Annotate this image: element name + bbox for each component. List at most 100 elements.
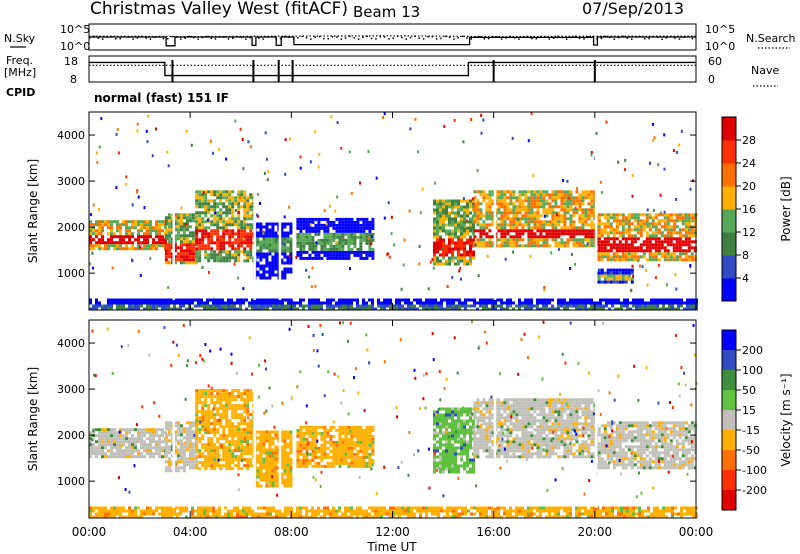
heat-cell [317,253,321,257]
heat-cell [198,241,202,245]
noise-dot [236,35,238,38]
heat-cell [234,220,238,224]
heat-cell [627,237,631,241]
heat-cell [280,228,284,232]
heat-cell [527,301,530,305]
heat-cell [251,298,254,302]
heat-cell [575,226,579,230]
heat-cell [512,241,516,245]
heat-cell [651,219,655,223]
heat-cell [600,274,604,278]
heat-cell [433,229,436,233]
heat-cell [451,217,454,221]
heat-cell [365,232,369,236]
heat-speck [175,214,178,218]
heat-speck [617,160,620,164]
heat-cell [485,202,489,206]
heat-cell [287,304,290,308]
heat-cell [176,298,179,302]
heat-cell [491,244,495,248]
heat-cell [479,208,483,212]
heat-cell [234,223,238,227]
heat-cell [289,255,293,259]
heat-cell [125,307,128,311]
heat-cell [116,440,119,444]
heat-speck [649,161,651,165]
heat-cell [143,220,146,224]
heat-cell [575,211,579,215]
heat-cell [335,229,339,233]
heat-cell [530,211,534,215]
heat-cell [521,193,525,197]
heat-cell [648,237,652,241]
heat-cell [548,205,552,209]
heat-cell [280,249,284,253]
heat-cell [692,301,695,305]
heat-cell [320,449,324,453]
heat-cell [234,398,238,402]
heat-cell [185,298,188,302]
heat-cell [612,231,616,235]
heat-cell [329,223,333,227]
heat-cell [280,237,284,241]
heat-cell [296,301,299,305]
freq-panel-frame [88,55,697,83]
heat-cell [563,196,567,200]
heat-speck [370,235,373,239]
heat-cell [176,460,180,464]
heat-cell [207,458,211,462]
heat-cell [204,431,208,435]
heat-cell [620,307,623,311]
heat-cell [228,443,232,447]
heat-cell [536,208,540,212]
heat-cell [500,202,504,206]
heat-cell [173,243,177,247]
heat-cell [575,232,579,236]
heat-cell [146,443,149,447]
heat-speck [568,196,571,200]
heat-cell [302,452,306,456]
heat-cell [204,253,208,257]
heat-cell [678,234,682,238]
heat-cell [485,211,489,215]
heat-speck [284,172,287,176]
heat-cell [362,232,366,236]
heat-cell [356,220,360,224]
heat-cell [551,232,555,236]
heat-cell [326,298,329,302]
heat-cell [578,226,582,230]
heat-cell [669,219,673,223]
heat-cell [240,241,244,245]
heat-cell [521,214,525,218]
heat-cell [268,457,272,461]
heat-cell [194,439,198,443]
heat-cell [213,428,217,432]
heat-cell [302,440,306,444]
heat-cell [651,258,655,262]
heat-cell [116,226,119,230]
heat-cell [338,229,342,233]
heat-cell [311,241,315,245]
heat-cell [377,304,380,308]
heat-cell [344,238,348,242]
heat-cell [463,214,466,218]
heat-cell [149,455,152,459]
heat-cell [134,449,137,453]
heat-speck [631,264,634,268]
heat-cell [362,250,366,254]
heat-cell [143,238,146,242]
heat-cell [639,225,643,229]
heat-cell [119,437,122,441]
heat-cell [341,232,345,236]
heat-cell [627,255,631,259]
heat-cell [675,243,679,247]
heat-cell [572,232,576,236]
heat-cell [251,304,254,308]
heat-cell [335,452,339,456]
heat-cell [314,464,318,468]
heat-cell [636,249,640,253]
heat-cell [663,228,667,232]
heat-cell [621,228,625,232]
heat-cell [210,229,214,233]
heat-cell [305,235,309,239]
